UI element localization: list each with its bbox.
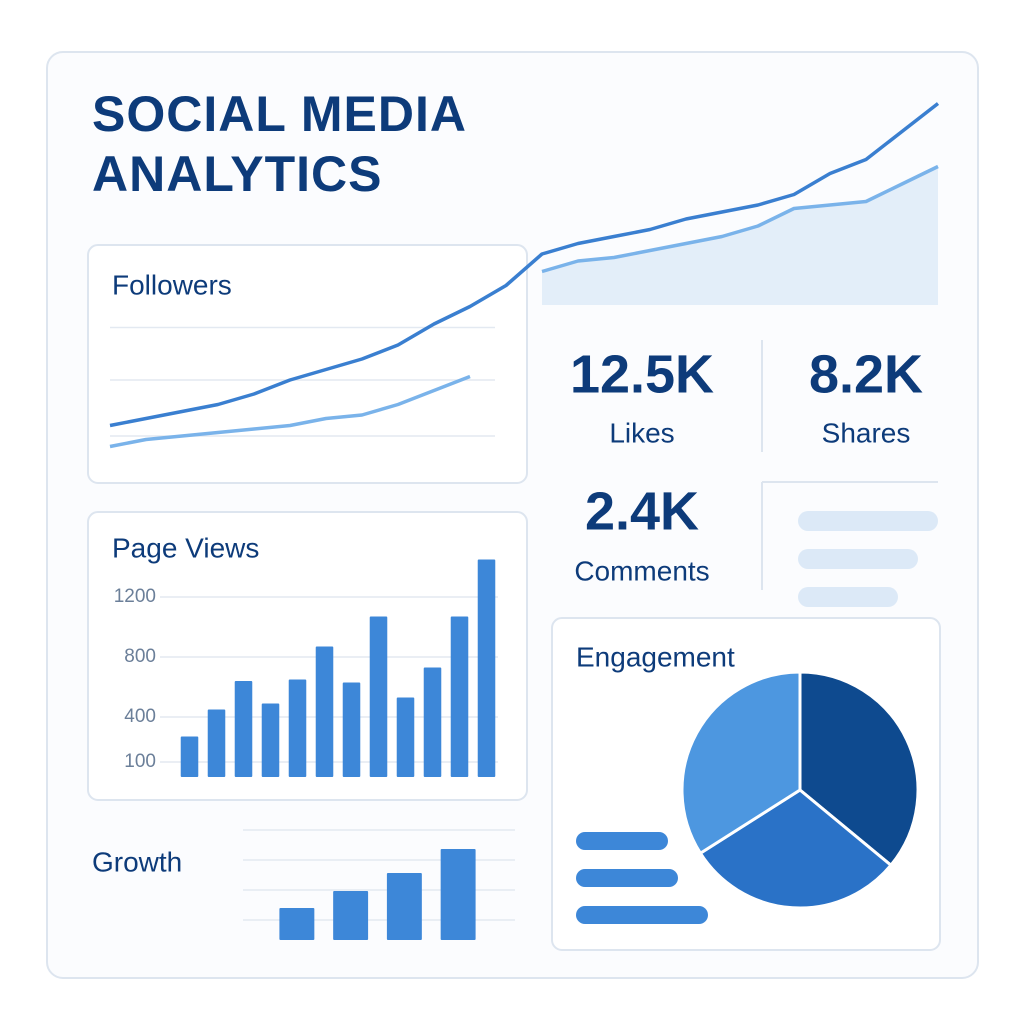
placeholder-pill [576, 832, 668, 850]
area-fill [542, 166, 938, 305]
bar [279, 908, 315, 940]
bar [386, 873, 422, 940]
bar [477, 559, 496, 777]
bar [396, 697, 415, 777]
placeholder-pill [798, 549, 918, 569]
bar [288, 679, 307, 777]
stat-label: Shares [822, 417, 911, 448]
title-line: ANALYTICS [92, 146, 383, 202]
bar [369, 616, 388, 777]
chart-title: Followers [112, 269, 232, 300]
pageviews-panel [87, 511, 528, 801]
line-series [109, 374, 471, 449]
line-series [541, 164, 939, 274]
bar [234, 681, 253, 777]
placeholder-pill [798, 511, 938, 531]
pie-slice [698, 788, 894, 910]
y-tick-label: 100 [124, 751, 156, 772]
bar [440, 849, 476, 940]
bar [315, 646, 334, 777]
pie-slice [798, 670, 920, 868]
bar [342, 682, 361, 777]
stat-label: Likes [609, 417, 674, 448]
pie-slice [680, 670, 802, 856]
bar [423, 667, 442, 777]
placeholder-pill [576, 906, 708, 924]
title-line: SOCIAL MEDIA [92, 86, 467, 142]
stat-value: 12.5K [570, 344, 714, 404]
chart-title: Page Views [112, 532, 259, 563]
stat-label: Comments [574, 555, 709, 586]
bar [207, 709, 226, 777]
stat-value: 8.2K [809, 344, 923, 404]
stat-value: 2.4K [585, 481, 699, 541]
placeholder-pill [798, 587, 898, 607]
bar [261, 703, 280, 777]
chart-title: Growth [92, 846, 182, 877]
followers-panel [87, 244, 528, 484]
y-tick-label: 1200 [114, 586, 156, 607]
bar [180, 736, 199, 777]
bar [450, 616, 469, 777]
line-series [109, 102, 940, 428]
chart-title: Engagement [576, 641, 735, 672]
placeholder-pill [576, 869, 678, 887]
bar [333, 891, 369, 940]
y-tick-label: 800 [124, 646, 156, 667]
y-tick-label: 400 [124, 706, 156, 727]
